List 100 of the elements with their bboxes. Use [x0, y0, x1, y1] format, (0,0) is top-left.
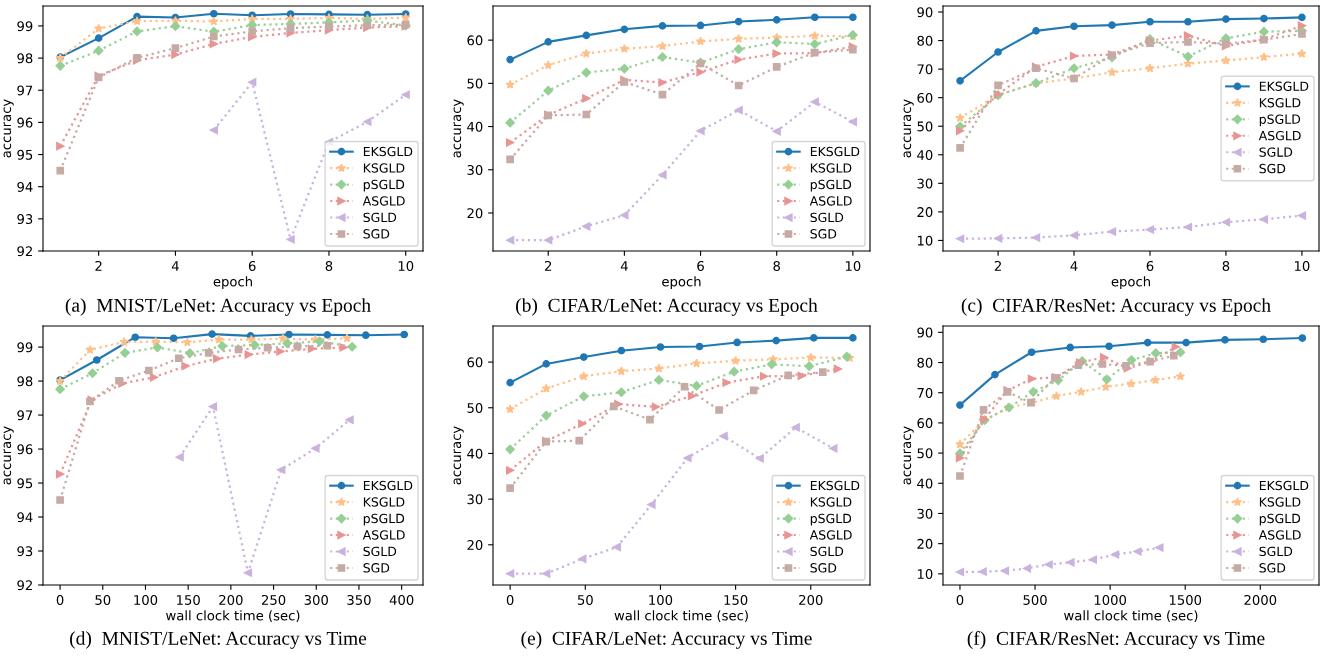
y-tick-label: 70: [917, 64, 933, 75]
x-tick-label: 8: [773, 260, 780, 271]
legend-label: EKSGLD: [363, 480, 413, 491]
y-tick-label: 60: [467, 357, 483, 368]
y-axis-title: accuracy: [3, 99, 14, 158]
x-tick-label: 300: [304, 594, 328, 605]
legend-label: EKSGLD: [1259, 480, 1309, 491]
y-tick-label: 10: [917, 569, 933, 580]
y-tick-label: 80: [917, 35, 933, 46]
legend-label: SGD: [363, 229, 390, 239]
x-tick-label: 6: [697, 260, 704, 271]
y-tick-label: 92: [17, 580, 32, 591]
x-tick-label: 2: [544, 260, 552, 271]
y-tick-label: 70: [917, 387, 933, 398]
y-tick-label: 20: [917, 538, 933, 549]
legend-label: SGD: [810, 229, 837, 239]
y-tick-label: 95: [17, 149, 33, 160]
x-axis-title: wall clock time (sec): [614, 610, 748, 623]
x-axis-title: wall clock time (sec): [166, 610, 300, 623]
x-tick-label: 350: [347, 594, 371, 605]
y-tick-label: 92: [17, 246, 32, 257]
x-tick-label: 0: [56, 594, 64, 605]
y-axis-title: accuracy: [453, 99, 464, 158]
y-tick-label: 20: [467, 540, 483, 550]
y-tick-label: 30: [917, 178, 933, 189]
x-tick-label: 2: [994, 260, 1001, 271]
x-axis-title: epoch: [662, 276, 701, 290]
y-tick-label: 97: [17, 85, 33, 96]
legend-label: pSGLD: [363, 513, 405, 526]
y-axis-title: accuracy: [903, 99, 914, 158]
legend-label: SGD: [1259, 163, 1286, 174]
y-tick-label: 40: [467, 448, 483, 459]
legend-label: pSGLD: [810, 513, 852, 526]
legend-label: SGLD: [1259, 147, 1293, 157]
y-tick-label: 30: [467, 494, 483, 505]
text: (c) CIFAR/ResNet: Accuracy vs Epoch: [961, 298, 1271, 316]
legend-label: EKSGLD: [363, 146, 413, 157]
y-tick-label: 93: [17, 214, 33, 225]
text: (e) CIFAR/LeNet: Accuracy vs Time: [521, 631, 812, 649]
legend-label: KSGLD: [810, 163, 852, 173]
y-tick-label: 93: [17, 546, 33, 557]
legend-label: SGD: [1259, 563, 1286, 573]
x-tick-label: 50: [577, 594, 593, 605]
legend-label: SGLD: [363, 546, 397, 557]
legend-label: EKSGLD: [810, 480, 860, 491]
x-axis-title: wall clock time (sec): [1064, 610, 1198, 623]
x-tick-label: 10: [1294, 260, 1310, 271]
x-tick-label: 250: [261, 594, 286, 605]
x-axis-title: epoch: [1111, 276, 1150, 290]
x-tick-label: 0: [956, 594, 964, 605]
x-tick-label: 1000: [1094, 594, 1127, 605]
legend-label: ASGLD: [1258, 530, 1301, 540]
y-tick-label: 50: [917, 121, 933, 132]
legend-label: pSGLD: [1259, 513, 1301, 526]
y-tick-label: 80: [917, 357, 933, 368]
y-tick-label: 40: [917, 478, 933, 489]
y-tick-label: 98: [17, 376, 33, 387]
x-tick-label: 150: [724, 594, 748, 605]
text: (b) CIFAR/LeNet: Accuracy vs Epoch: [516, 298, 818, 316]
y-tick-label: 96: [17, 444, 33, 455]
y-tick-label: 96: [17, 117, 33, 128]
x-tick-label: 0: [506, 594, 514, 605]
x-tick-label: 6: [1146, 260, 1154, 271]
legend-label: pSGLD: [1259, 114, 1301, 127]
x-tick-label: 2000: [1244, 594, 1277, 605]
y-tick-label: 95: [17, 478, 33, 489]
legend-label: ASGLD: [1258, 130, 1301, 141]
y-tick-label: 60: [917, 92, 933, 103]
x-tick-label: 4: [1070, 261, 1078, 271]
legend-label: SGD: [810, 563, 837, 573]
legend-label: KSGLD: [1259, 97, 1301, 108]
y-axis-title: accuracy: [453, 426, 464, 485]
y-tick-label: 30: [467, 164, 483, 175]
y-tick-label: 50: [467, 78, 483, 89]
y-axis-title: accuracy: [3, 426, 14, 485]
legend-label: EKSGLD: [810, 146, 860, 157]
y-tick-label: 99: [17, 342, 33, 353]
y-tick-label: 50: [917, 448, 933, 459]
legend-label: KSGLD: [810, 497, 852, 507]
x-tick-label: 150: [177, 594, 200, 605]
y-tick-label: 20: [917, 207, 933, 218]
legend-label: ASGLD: [809, 196, 852, 206]
legend-label: SGLD: [363, 212, 397, 223]
legend-label: ASGLD: [809, 530, 852, 540]
legend-label: KSGLD: [1259, 497, 1301, 507]
y-tick-label: 30: [917, 508, 933, 519]
x-tick-label: 4: [171, 261, 179, 271]
legend-label: KSGLD: [363, 497, 405, 507]
y-tick-label: 60: [917, 418, 933, 429]
y-tick-label: 90: [917, 7, 933, 18]
legend-label: KSGLD: [363, 163, 405, 173]
x-tick-label: 200: [799, 594, 823, 605]
x-tick-label: 1500: [1169, 594, 1202, 605]
y-tick-label: 90: [917, 327, 933, 338]
x-tick-label: 500: [1023, 594, 1047, 605]
legend-label: SGLD: [810, 546, 844, 557]
x-tick-label: 8: [325, 260, 333, 271]
x-axis-title: epoch: [213, 276, 252, 290]
legend-label: SGLD: [810, 212, 844, 223]
legend-label: SGD: [363, 563, 390, 573]
